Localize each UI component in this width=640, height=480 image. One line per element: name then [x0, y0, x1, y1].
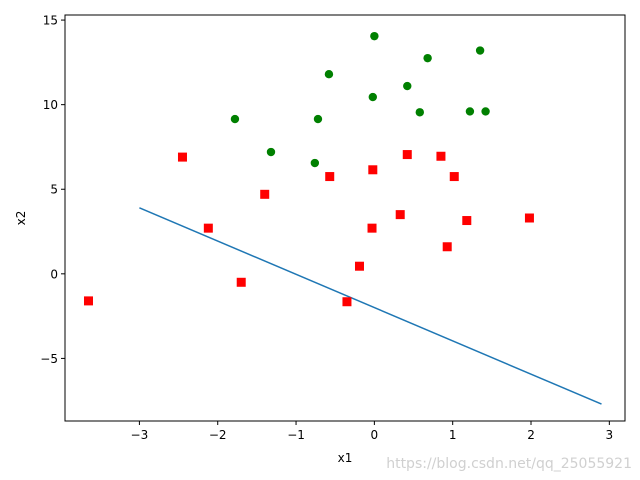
x-tick-label: 1: [449, 428, 457, 442]
plot-area: [65, 15, 625, 421]
scatter-point-circle: [313, 114, 323, 124]
scatter-point-square: [442, 242, 452, 252]
scatter-point-square: [524, 213, 534, 223]
chart-marks: [83, 31, 602, 405]
y-tick-label: 10: [43, 98, 58, 112]
y-tick-label: 0: [50, 267, 58, 281]
y-axis-label: x2: [14, 211, 28, 226]
scatter-point-square: [395, 210, 405, 220]
scatter-point-square: [367, 223, 377, 233]
scatter-point-square: [236, 277, 246, 287]
chart-axes: −3 −2 −1 0 1 2 3 −5 0 5 10 15: [40, 14, 613, 442]
scatter-point-circle: [370, 31, 379, 41]
scatter-point-circle: [230, 114, 240, 124]
y-tick-label: 15: [43, 14, 58, 28]
scatter-point-square: [436, 151, 446, 161]
x-axis-label: x1: [338, 451, 353, 465]
scatter-point-circle: [368, 92, 378, 102]
x-tick-label: 0: [371, 428, 379, 442]
scatter-point-circle: [465, 107, 475, 116]
scatter-point-square: [325, 172, 335, 182]
scatter-point-square: [203, 223, 213, 233]
x-tick-label: −2: [209, 428, 227, 442]
plot-frame: [64, 14, 626, 422]
scatter-point-circle: [324, 70, 334, 79]
scatter-point-circle: [475, 46, 485, 55]
scatter-point-square: [177, 152, 187, 162]
scatter-point-square: [342, 297, 352, 307]
scatter-point-square: [354, 261, 364, 271]
x-tick-label: 2: [527, 428, 535, 442]
watermark-text: https://blog.csdn.net/qq_25055921: [386, 456, 632, 472]
scatter-point-square: [449, 172, 459, 182]
scatter-point-square: [83, 296, 93, 306]
scatter-point-square: [260, 189, 270, 199]
x-tick-label: −1: [287, 428, 305, 442]
scatter-point-square: [402, 150, 412, 160]
scatter-point-circle: [481, 107, 490, 116]
scatter-point-circle: [415, 108, 424, 117]
decision-boundary-line: [139, 207, 602, 405]
y-tick-label: −5: [40, 352, 58, 366]
scatter-point-circle: [423, 53, 432, 63]
scatter-point-square: [368, 165, 378, 175]
scatter-point-circle: [403, 81, 412, 91]
scatter-point-circle: [310, 158, 320, 168]
x-tick-label: −3: [131, 428, 149, 442]
x-tick-label: 3: [606, 428, 614, 442]
scatter-point-square: [462, 216, 472, 226]
scatter-point-circle: [266, 147, 276, 157]
y-tick-label: 5: [50, 183, 58, 197]
